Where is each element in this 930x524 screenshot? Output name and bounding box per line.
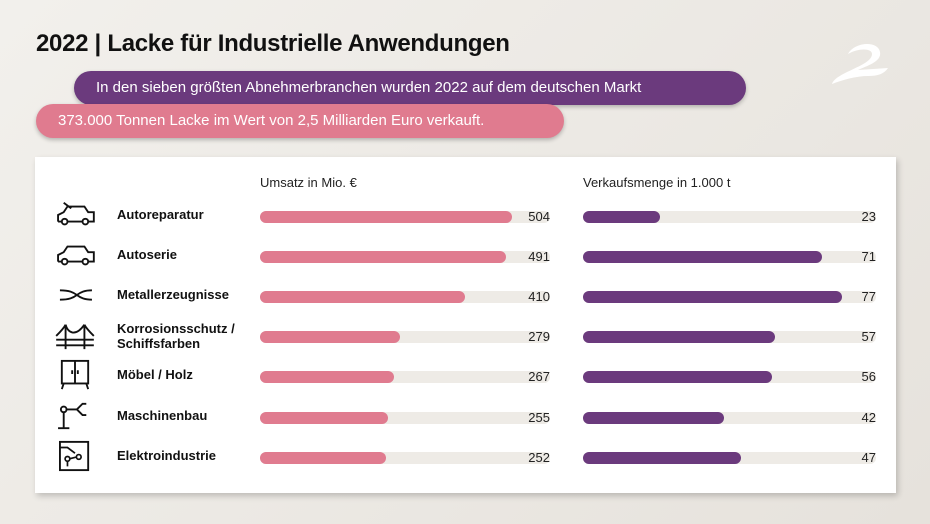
revenue-value-label: 255 <box>528 410 550 425</box>
revenue-value-label: 491 <box>528 249 550 264</box>
volume-value-label: 57 <box>861 329 876 344</box>
volume-value-label: 77 <box>861 289 876 304</box>
revenue-value-label: 410 <box>528 289 550 304</box>
cabinet-icon <box>60 359 90 390</box>
category-row: Möbel / Holz 267 56 <box>35 357 896 397</box>
bar-track: 252 <box>260 450 550 465</box>
revenue-bar <box>260 211 512 223</box>
category-label: Autoreparatur <box>117 207 204 222</box>
volume-value-label: 71 <box>861 249 876 264</box>
volume-value-label: 42 <box>861 410 876 425</box>
circuit-board-icon <box>59 440 90 472</box>
bar-track: 47 <box>583 450 876 465</box>
robot-arm-icon <box>58 402 87 430</box>
bar-track: 504 <box>260 209 550 224</box>
volume-bar <box>583 211 661 223</box>
car-icon <box>57 245 95 266</box>
category-label: Möbel / Holz <box>117 367 193 382</box>
bar-track: 267 <box>260 369 550 384</box>
revenue-bar <box>260 371 394 383</box>
category-label: Metallerzeugnisse <box>117 287 229 302</box>
revenue-bar <box>260 251 506 263</box>
revenue-bar <box>260 331 400 343</box>
bar-track: 71 <box>583 249 876 264</box>
category-label: Maschinenbau <box>117 408 208 423</box>
revenue-bar <box>260 291 465 303</box>
revenue-value-label: 279 <box>528 329 550 344</box>
car-repair-icon <box>57 202 95 226</box>
revenue-bar <box>260 452 386 464</box>
category-label: Autoserie <box>117 247 177 262</box>
revenue-value-label: 252 <box>528 450 550 465</box>
bar-track: 23 <box>583 209 876 224</box>
intro-line-1: In den sieben größten Abnehmerbranchen w… <box>74 71 746 105</box>
category-label: Elektroindustrie <box>117 448 216 463</box>
category-row: Maschinenbau 255 42 <box>35 398 896 438</box>
category-row: Metallerzeugnisse 410 77 <box>35 277 896 317</box>
volume-value-label: 23 <box>861 209 876 224</box>
bar-track: 410 <box>260 289 550 304</box>
bar-track: 56 <box>583 369 876 384</box>
bar-track: 57 <box>583 329 876 344</box>
volume-header: Verkaufsmenge in 1.000 t <box>583 175 731 190</box>
category-row: Elektroindustrie 252 47 <box>35 438 896 478</box>
metal-tongs-icon <box>59 289 92 301</box>
bar-track: 77 <box>583 289 876 304</box>
revenue-value-label: 267 <box>528 369 550 384</box>
volume-value-label: 47 <box>861 450 876 465</box>
bar-track: 42 <box>583 410 876 425</box>
volume-value-label: 56 <box>861 369 876 384</box>
chart-card: Umsatz in Mio. € Verkaufsmenge in 1.000 … <box>35 157 896 493</box>
revenue-value-label: 504 <box>528 209 550 224</box>
category-row: Autoreparatur 504 23 <box>35 197 896 237</box>
revenue-header: Umsatz in Mio. € <box>260 175 357 190</box>
volume-bar <box>583 291 843 303</box>
category-row: Korrosionsschutz / Schiffsfarben 279 57 <box>35 317 896 357</box>
volume-bar <box>583 331 775 343</box>
revenue-bar <box>260 412 388 424</box>
intro-line-2: 373.000 Tonnen Lacke im Wert von 2,5 Mil… <box>36 104 564 138</box>
bridge-icon <box>55 324 95 350</box>
bar-track: 491 <box>260 249 550 264</box>
volume-bar <box>583 452 742 464</box>
logo-icon <box>832 43 888 84</box>
volume-bar <box>583 251 823 263</box>
bar-track: 279 <box>260 329 550 344</box>
bar-track: 255 <box>260 410 550 425</box>
volume-bar <box>583 412 725 424</box>
category-label: Korrosionsschutz / Schiffsfarben <box>117 321 235 351</box>
page-title: 2022 | Lacke für Industrielle Anwendunge… <box>36 30 510 57</box>
category-row: Autoserie 491 71 <box>35 237 896 277</box>
volume-bar <box>583 371 772 383</box>
